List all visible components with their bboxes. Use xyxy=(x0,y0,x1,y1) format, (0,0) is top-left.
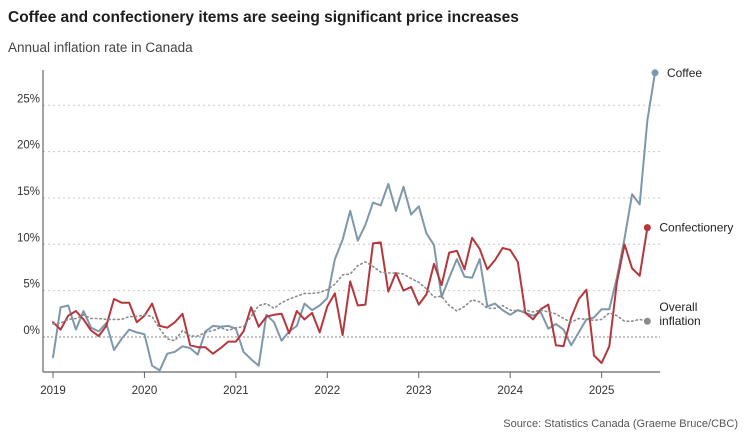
chart-subtitle: Annual inflation rate in Canada xyxy=(8,40,193,55)
series-line-confectionery xyxy=(52,226,649,364)
x-tick-label: 2024 xyxy=(497,385,523,397)
y-tick-label: 20% xyxy=(17,140,40,152)
series-lines xyxy=(52,71,656,372)
x-tick-label: 2021 xyxy=(223,385,249,397)
series-label-overall-inflation: Overall inflation xyxy=(659,300,700,328)
y-tick-labels: 0% 5% 10% 15% 20% 25% xyxy=(17,93,40,337)
series-label-coffee: Coffee xyxy=(667,66,702,80)
gridlines xyxy=(43,104,660,338)
x-tick-labels: 2019 2020 2021 2022 2023 2024 2025 xyxy=(40,385,614,397)
endpoint-coffee xyxy=(651,69,659,77)
y-tick-label: 5% xyxy=(23,279,40,291)
series-label-confectionery: Confectionery xyxy=(659,221,733,235)
series-line-overall-inflation xyxy=(52,261,649,342)
x-tick-label: 2025 xyxy=(589,385,615,397)
y-tick-label: 0% xyxy=(23,325,40,337)
series-line-coffee xyxy=(52,71,656,372)
x-tick-label: 2023 xyxy=(406,385,432,397)
y-tick-label: 10% xyxy=(17,232,40,244)
endpoint-confectionery xyxy=(643,224,651,232)
y-tick-label: 25% xyxy=(17,93,40,105)
series-labels: Coffee Confectionery Overall inflation xyxy=(659,66,733,328)
x-tick-label: 2020 xyxy=(132,385,158,397)
source-note: Source: Statistics Canada (Graeme Bruce/… xyxy=(503,418,738,430)
endpoint-overall-inflation xyxy=(643,317,651,325)
x-tick-label: 2019 xyxy=(40,385,66,397)
series-endpoints xyxy=(643,69,659,325)
axes xyxy=(42,70,660,378)
y-tick-label: 15% xyxy=(17,186,40,198)
x-tick-label: 2022 xyxy=(315,385,341,397)
chart-title: Coffee and confectionery items are seein… xyxy=(8,9,519,26)
